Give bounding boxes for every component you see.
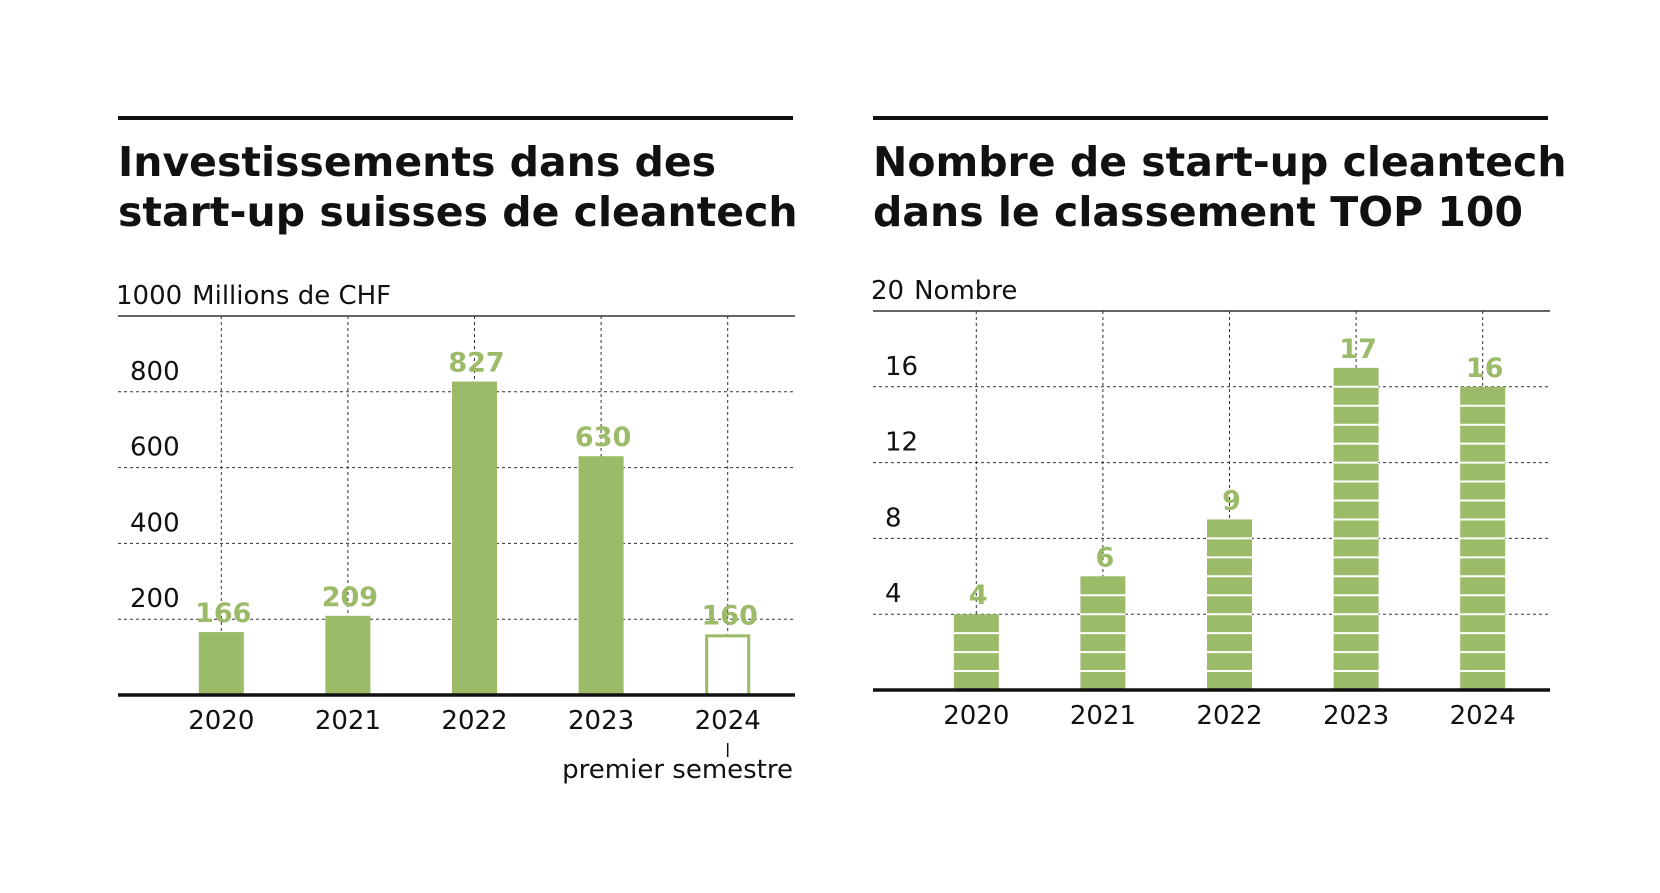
y-tick-label: 4 — [885, 579, 902, 609]
bar — [705, 634, 751, 697]
value-label: 4 — [969, 580, 988, 611]
bar — [1333, 367, 1379, 690]
y-tick-label: 200 — [130, 584, 180, 614]
x-tick-label: 2022 — [1196, 701, 1262, 731]
chart-title: Investissements dans des — [118, 138, 716, 186]
value-label: 17 — [1339, 334, 1377, 365]
value-label: 827 — [448, 348, 504, 379]
y-tick-label: 600 — [130, 433, 180, 463]
y-tick-label: 8 — [885, 503, 902, 533]
x-tick-label: 2022 — [441, 706, 507, 736]
value-label: 166 — [195, 598, 251, 629]
y-tick-label: 16 — [885, 352, 918, 382]
chart-title: start-up suisses de cleantech — [118, 188, 798, 236]
y-tick-label: 400 — [130, 508, 180, 538]
x-tick-label: 2021 — [315, 706, 381, 736]
x-tick-label: 2024 — [1450, 701, 1516, 731]
y-tick-label: 800 — [130, 357, 180, 387]
x-tick-label: 2021 — [1070, 701, 1136, 731]
value-label: 209 — [322, 582, 378, 613]
x-tick-label: 2024 — [695, 706, 761, 736]
y-tick-label: 1000 — [116, 281, 182, 311]
value-label: 630 — [575, 422, 631, 453]
bar — [198, 632, 244, 695]
bar — [1207, 519, 1252, 690]
x-tick-label: 2023 — [1323, 701, 1389, 731]
value-label: 9 — [1222, 485, 1241, 516]
y-axis-label: Millions de CHF — [192, 281, 391, 311]
bar — [578, 456, 624, 695]
chart-title: dans le classement TOP 100 — [873, 188, 1523, 236]
x-tick-label: 2020 — [188, 706, 254, 736]
y-tick-label: 12 — [885, 428, 918, 458]
chart-title: Nombre de start-up cleantech — [873, 138, 1567, 186]
y-axis-label: Nombre — [914, 276, 1017, 306]
y-tick-label: 20 — [871, 276, 904, 306]
annotation: premier semestre — [562, 755, 793, 785]
x-tick-label: 2020 — [943, 701, 1009, 731]
value-label: 160 — [702, 600, 758, 631]
bar — [325, 615, 371, 695]
x-tick-label: 2023 — [568, 706, 634, 736]
value-label: 6 — [1096, 542, 1115, 573]
bar — [452, 381, 497, 695]
value-label: 16 — [1466, 353, 1504, 384]
